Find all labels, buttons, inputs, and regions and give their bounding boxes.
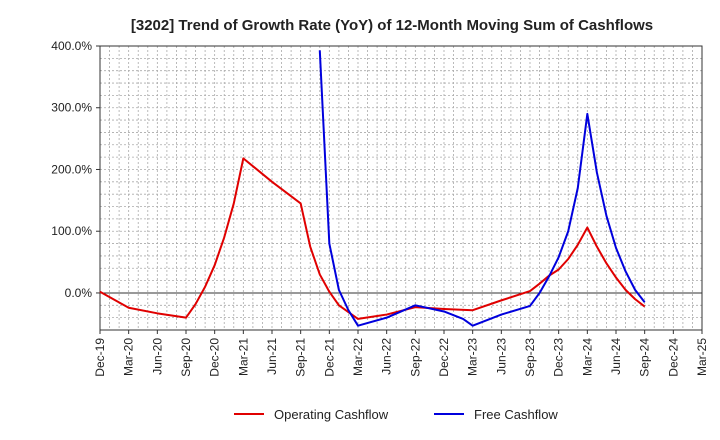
y-tick-label: 0.0% (65, 286, 93, 300)
x-tick-label: Mar-24 (580, 338, 594, 376)
x-tick-label: Dec-19 (93, 338, 107, 377)
y-tick-label: 400.0% (51, 39, 92, 53)
series-line-operating-cashflow (99, 157, 646, 320)
x-tick-label: Dec-23 (552, 338, 566, 377)
series-layer (99, 50, 646, 327)
x-tick-label: Mar-21 (236, 338, 250, 376)
x-tick-label: Jun-20 (150, 338, 164, 375)
y-tick-label: 100.0% (51, 224, 92, 238)
x-tick-label: Mar-23 (466, 338, 480, 376)
x-tick-label: Mar-20 (122, 338, 136, 376)
grid-layer (99, 45, 703, 331)
x-tick-label: Jun-24 (609, 338, 623, 375)
x-tick-label: Jun-22 (380, 338, 394, 375)
x-tick-label: Sep-24 (638, 338, 652, 377)
axis-layer: 400.0% 300.0% 200.0% 100.0% 0.0% Dec-19 Mar-20… (51, 39, 709, 377)
legend-label: Operating Cashflow (274, 407, 389, 422)
x-tick-label: Sep-20 (179, 338, 193, 377)
x-tick-label: Dec-20 (208, 338, 222, 377)
x-tick-label: Dec-24 (666, 338, 680, 377)
x-tick-label: Jun-23 (494, 338, 508, 375)
legend-label: Free Cashflow (474, 407, 558, 422)
series-line-free-cashflow (318, 50, 646, 327)
x-tick-label: Mar-22 (351, 338, 365, 376)
x-tick-label: Dec-22 (437, 338, 451, 377)
legend: Operating Cashflow Free Cashflow (234, 407, 558, 422)
y-tick-label: 200.0% (51, 162, 92, 176)
x-tick-label: Mar-25 (695, 338, 709, 376)
x-tick-label: Sep-23 (523, 338, 537, 377)
plot-border (99, 45, 703, 331)
x-tick-label: Sep-22 (408, 338, 422, 377)
y-tick-label: 300.0% (51, 101, 92, 115)
x-tick-label: Dec-21 (322, 338, 336, 377)
x-tick-label: Jun-21 (265, 338, 279, 375)
chart-title: [3202] Trend of Growth Rate (YoY) of 12-… (131, 17, 653, 34)
x-tick-label: Sep-21 (294, 338, 308, 377)
